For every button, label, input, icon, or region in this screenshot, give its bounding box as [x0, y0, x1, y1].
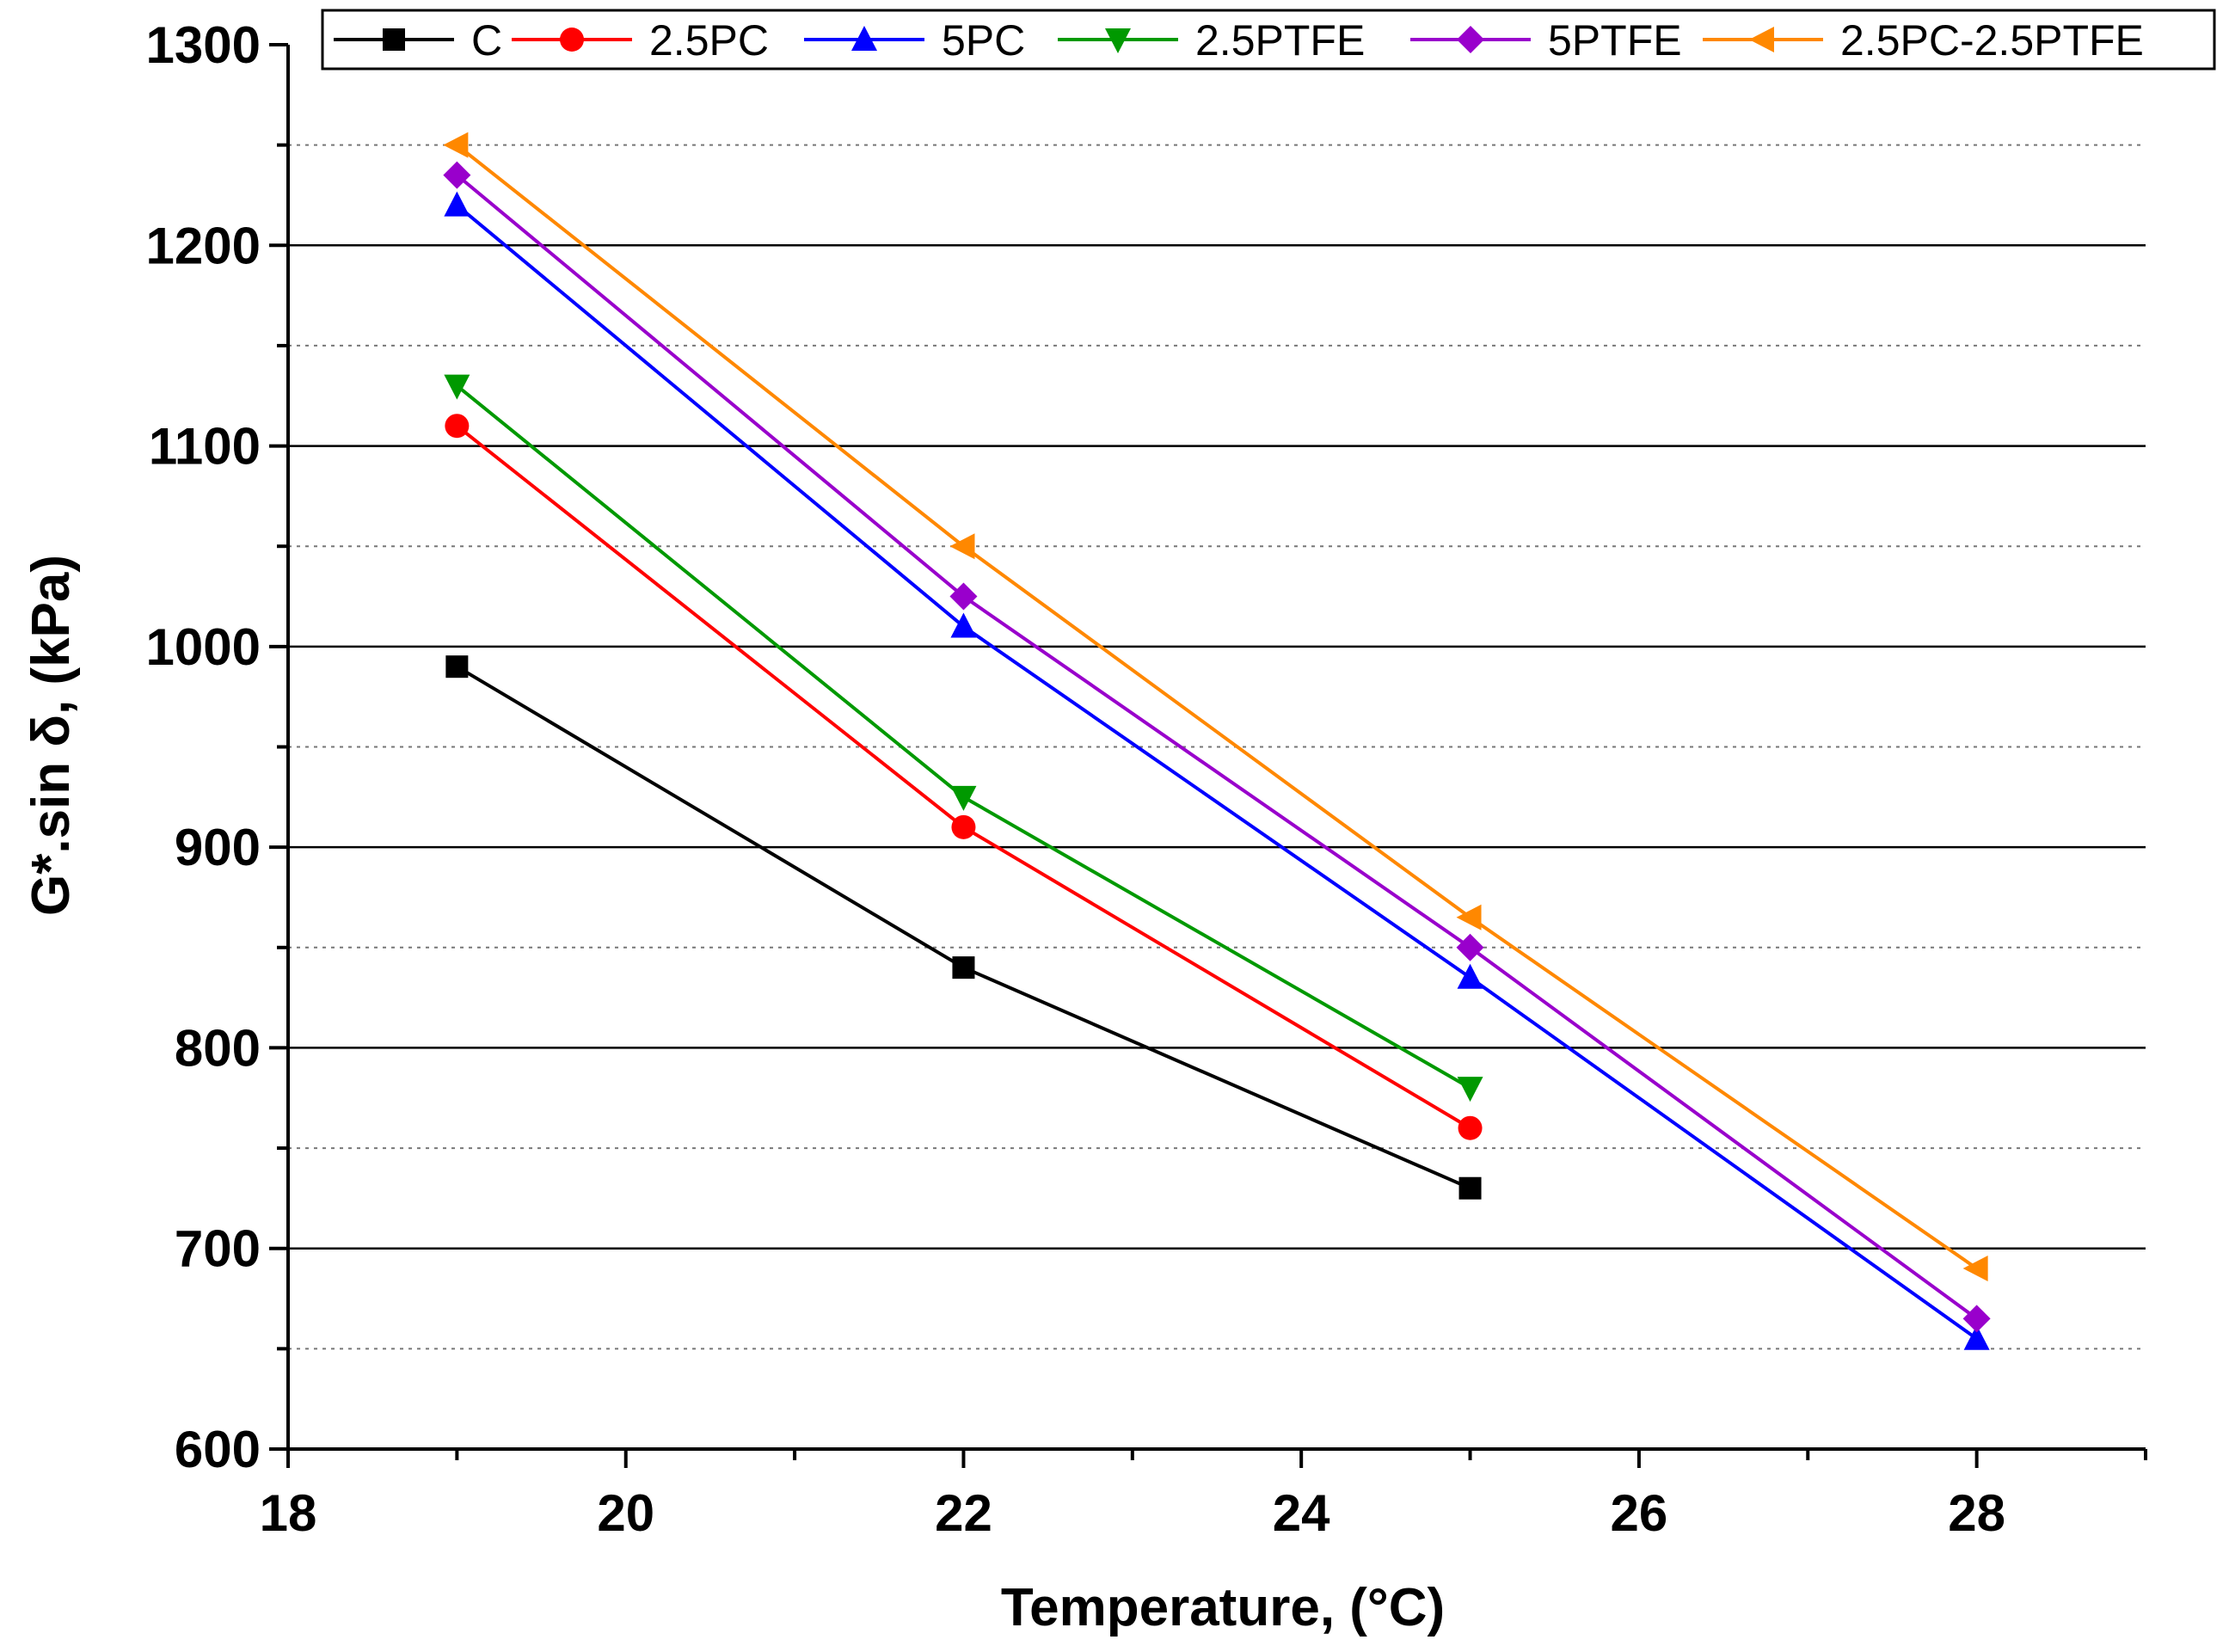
legend-entry: 5PTFE [1410, 16, 1682, 64]
series-lines [443, 132, 1991, 1350]
data-point [1457, 1077, 1483, 1102]
legend-swatch-marker [383, 28, 405, 51]
legend-box [321, 9, 2216, 71]
y-tick-label: 1100 [149, 418, 261, 476]
series-line [456, 174, 1978, 1320]
x-tick-label: 28 [1948, 1484, 2005, 1542]
data-point [445, 655, 469, 679]
x-tick-label: 20 [597, 1484, 654, 1542]
legend-label: 2.5PC-2.5PTFE [1840, 16, 2144, 64]
y-axis-title: G*.sin δ, (kPa) [21, 555, 81, 916]
data-point [1456, 904, 1482, 930]
data-point [1458, 1115, 1483, 1140]
series-2.5PC-2.5PTFE [443, 132, 1988, 1282]
legend-entry: 5PC [804, 16, 1025, 64]
data-point [443, 161, 471, 189]
data-point [950, 785, 977, 811]
x-tick-label: 22 [935, 1484, 992, 1542]
data-point [1963, 1324, 1990, 1350]
y-tick-label: 1200 [146, 217, 261, 274]
y-tick-label: 800 [175, 1019, 261, 1077]
y-tick-label: 1000 [146, 618, 261, 676]
legend-swatch-marker [560, 28, 584, 52]
series-2.5PTFE [444, 374, 1483, 1102]
legend-swatch-marker [1105, 28, 1131, 53]
series-2.5PC [445, 414, 1483, 1140]
legend: C 2.5PC 5PC 2.5PTFE 5PTFE 2.5PC-2.5PTFE [321, 9, 2216, 71]
legend-entry: 2.5PC [512, 16, 769, 64]
grid-lines [288, 144, 2146, 1350]
legend-label: C [471, 16, 502, 64]
data-point [1458, 1176, 1482, 1200]
x-tick-label: 26 [1611, 1484, 1668, 1542]
x-axis-title: Temperature, (°C) [1001, 1578, 1445, 1637]
x-tick-label: 18 [260, 1484, 317, 1542]
legend-entry: 2.5PTFE [1058, 16, 1365, 64]
y-tick-label: 1300 [146, 16, 261, 74]
data-point [443, 132, 469, 158]
tick-labels: 18 20 22 24 26 28 600 700 800 900 1000 1100 1200 1300 [146, 16, 2005, 1542]
data-point [949, 533, 975, 560]
axes [269, 43, 2147, 1468]
legend-label: 5PTFE [1548, 16, 1682, 64]
data-point [445, 414, 470, 439]
series-5PTFE [443, 161, 1991, 1333]
x-tick-label: 24 [1273, 1484, 1330, 1542]
data-point [950, 612, 977, 638]
series-line [456, 204, 1978, 1341]
legend-swatch-marker [1749, 27, 1774, 52]
series-line [456, 424, 1471, 1130]
legend-entry: 2.5PC-2.5PTFE [1703, 16, 2144, 64]
data-point [444, 374, 470, 400]
legend-label: 5PC [942, 16, 1025, 64]
series-line [456, 384, 1471, 1090]
legend-swatch-marker [1457, 26, 1484, 53]
legend-entry: C [334, 16, 502, 64]
series-line [456, 144, 1978, 1270]
legend-label: 2.5PC [649, 16, 769, 64]
data-point [444, 191, 470, 217]
legend-label: 2.5PTFE [1195, 16, 1365, 64]
data-point [1962, 1256, 1988, 1282]
data-point [1457, 963, 1483, 989]
series-5PC [444, 191, 1990, 1350]
data-point [1962, 1305, 1991, 1333]
series-line [456, 665, 1471, 1190]
data-point [949, 582, 978, 611]
y-tick-label: 600 [175, 1421, 261, 1478]
legend-swatch-marker [851, 26, 877, 51]
data-point [952, 956, 975, 980]
series-C [445, 655, 1482, 1200]
y-tick-label: 700 [175, 1220, 261, 1278]
y-tick-label: 900 [175, 819, 261, 876]
data-point [1456, 933, 1484, 961]
data-point [951, 814, 976, 839]
